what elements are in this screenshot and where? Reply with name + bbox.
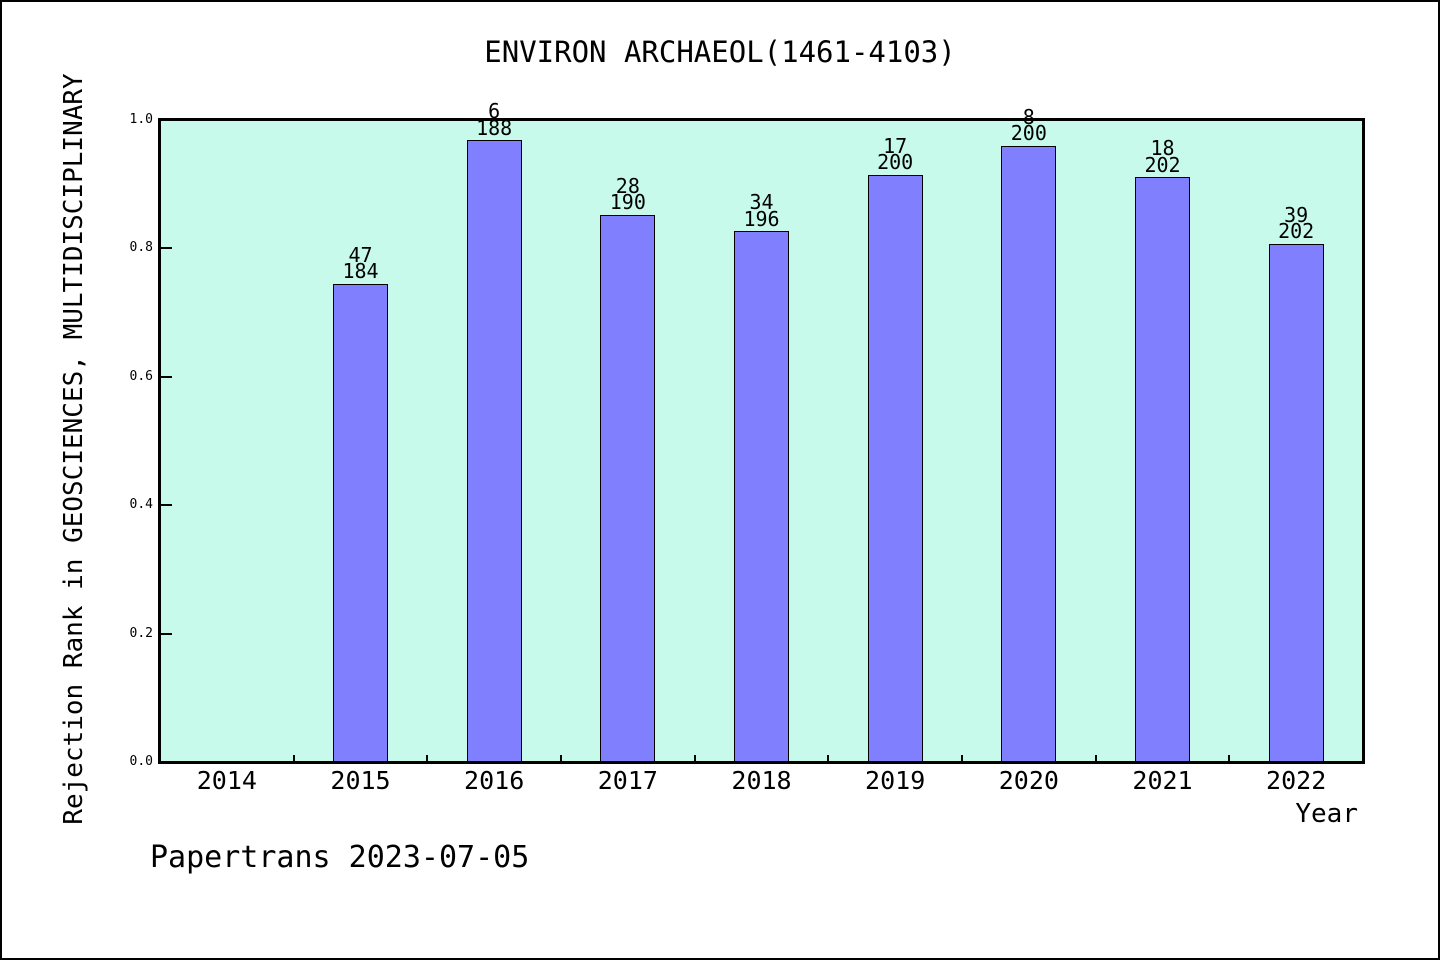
x-tick (961, 755, 963, 762)
x-tick-label-2015: 2015 (330, 766, 391, 795)
bar-label-2016: 6 188 (439, 99, 549, 140)
x-tick-label-2018: 2018 (731, 766, 792, 795)
bar-2016 (466, 140, 522, 762)
bar-2018 (734, 231, 789, 762)
bar-label-rank: 17 (883, 133, 908, 158)
bar-label-rank: 28 (615, 173, 640, 198)
bar-label-rank: 39 (1284, 202, 1309, 227)
bar-2022 (1268, 243, 1324, 762)
x-tick (693, 755, 696, 762)
bar-label-total: 190 (609, 190, 646, 215)
x-tick-label-2017: 2017 (597, 766, 658, 795)
bar-label-2019: 17 200 (840, 133, 950, 175)
bar-label-2015: 47 184 (306, 242, 416, 284)
plot-area: 47 184 6 188 28 190 34 196 17 200 8 200 18 202 39 202 (158, 102, 1365, 764)
x-tick-label-2016: 2016 (464, 766, 525, 795)
x-tick-label-2014: 2014 (196, 766, 257, 795)
y-tick-label: 0.4 (129, 497, 153, 513)
y-tick (160, 375, 172, 378)
x-tick (827, 755, 830, 762)
bar-2015 (333, 283, 388, 762)
y-tick (160, 504, 172, 507)
bar-label-total: 200 (877, 150, 914, 175)
bar-label-2022: 39 202 (1241, 202, 1351, 244)
y-tick-label: 0.6 (129, 368, 153, 384)
y-tick (160, 247, 172, 250)
x-tick-label-2022: 2022 (1266, 766, 1327, 795)
bar-label-total: 196 (743, 206, 780, 231)
x-tick-label-2019: 2019 (865, 766, 926, 795)
x-tick (560, 755, 562, 762)
y-tick-label: 1.0 (129, 112, 153, 127)
bar-2019 (867, 174, 923, 762)
y-tick-label: 0.8 (129, 240, 153, 256)
bar-label-total: 202 (1144, 152, 1181, 177)
bar-2017 (600, 214, 656, 762)
bar-label-rank: 18 (1150, 136, 1175, 161)
footer-watermark: Papertrans 2023-07-05 (150, 840, 530, 875)
bar-label-2020: 8 200 (974, 104, 1084, 146)
bar-label-2018: 34 196 (707, 190, 817, 231)
x-tick-label-2020: 2020 (998, 766, 1059, 795)
bar-label-total: 200 (1010, 121, 1047, 146)
y-axis-title: Rejection Rank in GEOSCIENCES, MULTIDISC… (59, 73, 89, 825)
bar-label-total: 188 (476, 115, 513, 140)
y-tick-label: 0.0 (129, 754, 153, 769)
x-axis-title: Year (1295, 799, 1358, 829)
bar-label-2017: 28 190 (573, 173, 683, 215)
x-tick (292, 755, 295, 762)
bar-label-rank: 47 (348, 242, 373, 267)
bar-2021 (1135, 177, 1190, 762)
bar-2020 (1001, 145, 1057, 762)
y-tick (160, 632, 172, 635)
bar-label-2021: 18 202 (1108, 136, 1218, 177)
x-tick-label-2021: 2021 (1132, 766, 1193, 795)
x-tick (426, 755, 429, 762)
y-tick-label: 0.2 (129, 625, 153, 641)
bar-label-rank: 34 (749, 190, 774, 215)
x-tick (1228, 755, 1231, 762)
bar-label-rank: 8 (1022, 104, 1035, 129)
chart-title: ENVIRON ARCHAEOL(1461-4103) (484, 35, 956, 69)
bar-label-total: 202 (1278, 219, 1315, 244)
x-tick (1094, 755, 1097, 762)
bar-label-total: 184 (342, 259, 379, 284)
bar-label-rank: 6 (488, 99, 501, 124)
